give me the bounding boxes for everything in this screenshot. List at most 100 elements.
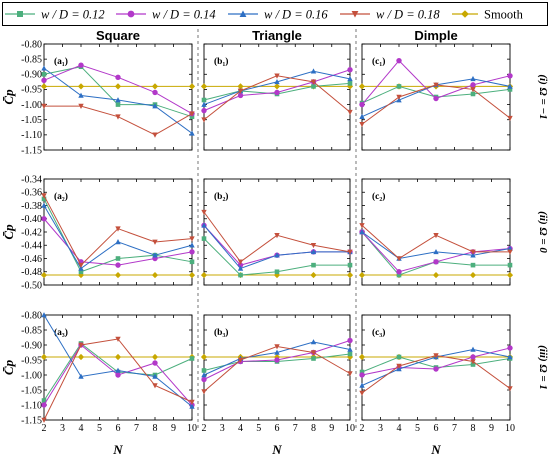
data-point bbox=[470, 82, 476, 88]
y-tick-label: -0.80 bbox=[21, 310, 42, 321]
data-point bbox=[347, 75, 353, 82]
data-point bbox=[200, 83, 208, 90]
legend-marker bbox=[461, 10, 469, 18]
data-point bbox=[347, 262, 353, 268]
y-tick-label: -0.44 bbox=[21, 241, 42, 252]
y-tick-label: -0.95 bbox=[21, 355, 42, 366]
data-point bbox=[189, 403, 195, 409]
x-tick-label: 7 bbox=[293, 423, 298, 434]
data-point bbox=[115, 372, 121, 378]
x-tick-label: 8 bbox=[311, 423, 316, 434]
data-point bbox=[470, 249, 476, 255]
data-point bbox=[507, 87, 513, 92]
data-point bbox=[237, 265, 244, 271]
data-point bbox=[152, 383, 158, 389]
y-tick-label: -0.85 bbox=[21, 325, 42, 336]
legend-label: w / D = 0.12 bbox=[41, 8, 105, 22]
data-point bbox=[189, 114, 195, 119]
y-tick-label: -0.46 bbox=[21, 254, 42, 265]
x-tick-label: 5 bbox=[415, 423, 420, 434]
x-tick-label: 10 bbox=[345, 423, 355, 434]
y-tick-label: -0.36 bbox=[21, 188, 42, 199]
data-point bbox=[115, 239, 121, 245]
x-tick-label: 6 bbox=[116, 423, 121, 434]
legend-item: w / D = 0.16 bbox=[228, 8, 328, 22]
data-point bbox=[200, 271, 208, 279]
data-point bbox=[274, 357, 280, 363]
legend-label: w / D = 0.16 bbox=[264, 8, 328, 22]
data-point bbox=[152, 132, 158, 138]
data-point bbox=[201, 222, 207, 228]
row-label: (ii) Ω = 0 bbox=[537, 211, 549, 253]
data-point bbox=[359, 382, 365, 388]
data-point bbox=[201, 372, 207, 378]
data-point bbox=[359, 113, 365, 119]
data-point bbox=[507, 354, 513, 360]
y-axis-label: C̄p bbox=[1, 359, 16, 375]
data-point bbox=[115, 74, 121, 81]
panel-label: (a₁) bbox=[54, 56, 68, 67]
panel-label: (b₃) bbox=[214, 327, 228, 338]
data-point bbox=[470, 359, 476, 365]
data-point bbox=[310, 339, 317, 345]
data-point bbox=[152, 89, 158, 96]
legend-label: w / D = 0.18 bbox=[376, 8, 440, 22]
data-point bbox=[189, 236, 195, 242]
series-line bbox=[361, 354, 511, 394]
data-point bbox=[507, 345, 513, 351]
y-tick-label: -1.10 bbox=[21, 400, 42, 411]
y-tick-label: -1.00 bbox=[21, 370, 42, 381]
panel: 2 3 4 5 6 7 8 9 10 (c₃) bbox=[358, 314, 515, 434]
data-point bbox=[115, 226, 121, 232]
column-title: Dimple bbox=[414, 28, 457, 43]
x-tick-label: 4 bbox=[238, 423, 243, 434]
x-tick-label: 10 bbox=[187, 423, 197, 434]
legend-marker bbox=[127, 10, 135, 18]
legend-item: w / D = 0.14 bbox=[116, 8, 216, 22]
data-point bbox=[396, 363, 402, 369]
y-axis-title: C̄p bbox=[1, 224, 16, 240]
data-point bbox=[188, 271, 196, 279]
data-point bbox=[470, 87, 476, 93]
y-axis-title: C̄p bbox=[1, 89, 16, 105]
data-point bbox=[347, 67, 353, 73]
data-point bbox=[152, 103, 158, 109]
legend-label: w / D = 0.14 bbox=[152, 8, 216, 22]
legend-label: Smooth bbox=[484, 8, 524, 22]
x-tick-label: 7 bbox=[134, 423, 139, 434]
data-point bbox=[359, 121, 365, 128]
data-point bbox=[115, 114, 121, 120]
data-point bbox=[41, 103, 47, 109]
data-point bbox=[470, 75, 476, 82]
y-axis-label: C̄p bbox=[1, 224, 16, 240]
x-tick-label: 10 bbox=[505, 423, 515, 434]
data-point bbox=[201, 389, 207, 395]
data-point bbox=[41, 77, 47, 84]
data-point bbox=[201, 117, 207, 123]
data-point bbox=[310, 271, 317, 279]
data-point bbox=[189, 130, 195, 136]
data-point bbox=[78, 265, 84, 271]
row-label: (i) Ω = −1 bbox=[537, 74, 549, 119]
data-point bbox=[200, 353, 208, 361]
x-tick-label: 4 bbox=[397, 423, 402, 434]
data-point bbox=[78, 62, 84, 68]
data-point bbox=[115, 102, 121, 107]
x-tick-label: 2 bbox=[360, 423, 365, 434]
data-point bbox=[347, 109, 353, 116]
data-point bbox=[40, 83, 48, 90]
data-point bbox=[41, 202, 47, 208]
data-point bbox=[396, 57, 402, 64]
data-point bbox=[347, 371, 353, 377]
data-point bbox=[77, 83, 85, 90]
data-point bbox=[311, 356, 316, 361]
x-tick-label: 9 bbox=[329, 423, 334, 434]
data-point bbox=[152, 239, 158, 245]
data-point bbox=[433, 353, 439, 359]
x-tick-label: 2 bbox=[42, 423, 47, 434]
data-point bbox=[274, 344, 280, 350]
y-tick-label: -0.48 bbox=[21, 267, 42, 278]
panel-label: (a₂) bbox=[54, 191, 68, 202]
data-point bbox=[310, 248, 317, 255]
y-tick-label: -1.10 bbox=[21, 130, 42, 141]
